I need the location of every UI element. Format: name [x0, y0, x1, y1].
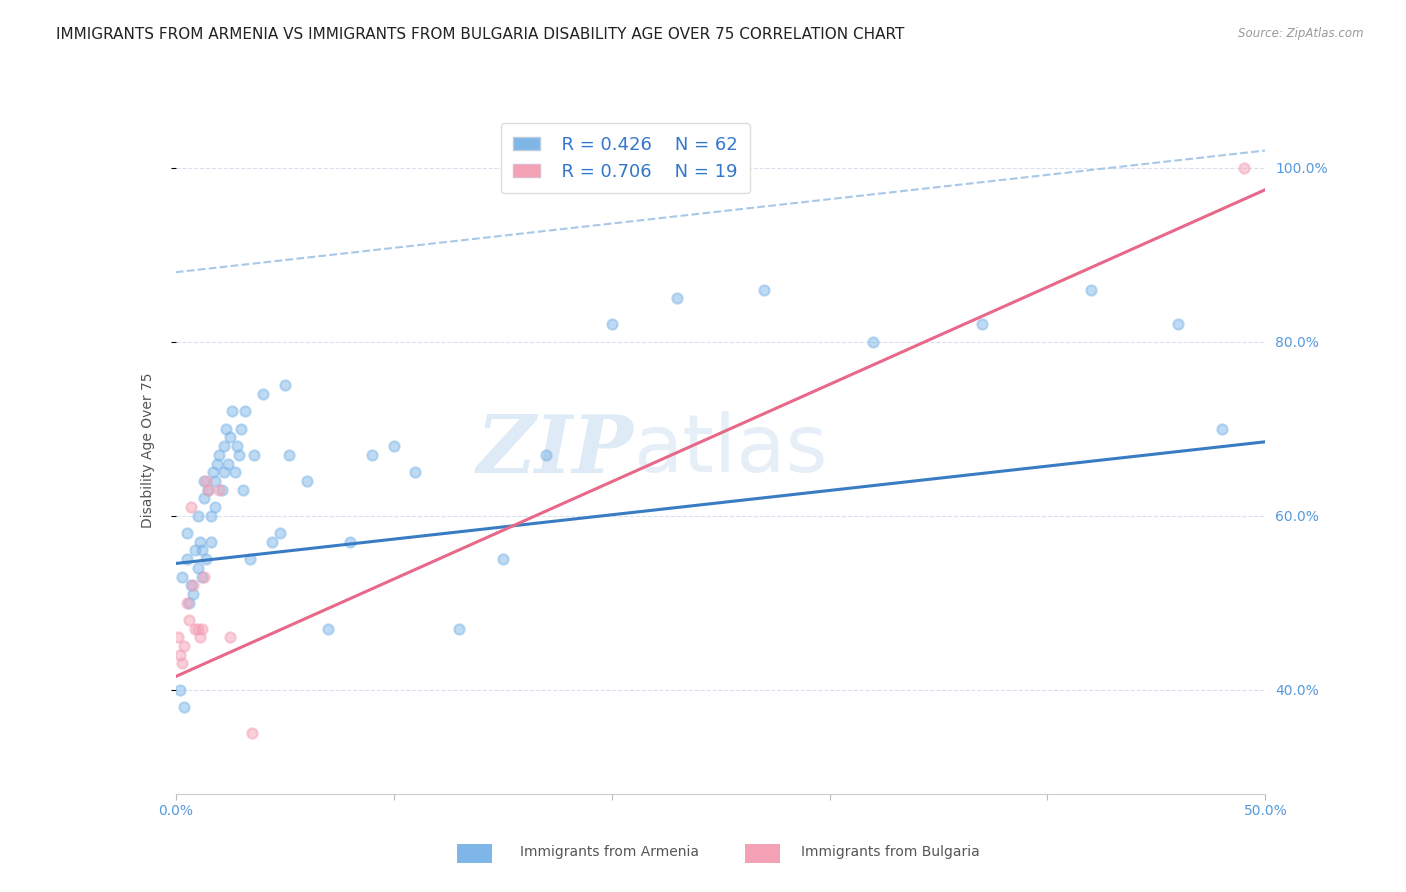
Point [225, 439, 247, 453]
Point [243, 448, 266, 462]
Point [212, 465, 235, 479]
Point [173, 700, 195, 714]
Point [215, 422, 238, 436]
Point [754, 283, 776, 297]
Text: atlas: atlas [633, 411, 828, 490]
Point [228, 448, 250, 462]
Point [176, 596, 198, 610]
Point [191, 569, 214, 583]
Text: IMMIGRANTS FROM ARMENIA VS IMMIGRANTS FROM BULGARIA DISABILITY AGE OVER 75 CORRE: IMMIGRANTS FROM ARMENIA VS IMMIGRANTS FR… [56, 27, 904, 42]
Point [212, 439, 235, 453]
Point [204, 500, 226, 514]
Point [260, 534, 283, 549]
Point [180, 500, 202, 514]
Point [295, 474, 318, 488]
Point [193, 474, 215, 488]
Point [186, 561, 209, 575]
Point [176, 526, 198, 541]
Point [188, 534, 211, 549]
Point [600, 318, 623, 332]
Point [221, 404, 243, 418]
Point [235, 404, 257, 418]
Point [177, 613, 200, 627]
Point [177, 596, 200, 610]
Point [195, 474, 218, 488]
Point [339, 534, 361, 549]
Point [169, 648, 191, 662]
Point [204, 474, 226, 488]
Point [197, 483, 219, 497]
Legend:   R = 0.426    N = 62,   R = 0.706    N = 19: R = 0.426 N = 62, R = 0.706 N = 19 [501, 123, 749, 194]
Point [186, 622, 209, 636]
Point [1167, 318, 1189, 332]
Point [862, 334, 884, 349]
Point [269, 526, 291, 541]
Point [180, 578, 202, 592]
Point [208, 483, 231, 497]
Point [191, 543, 214, 558]
Point [205, 457, 228, 471]
Point [211, 483, 233, 497]
Point [232, 483, 254, 497]
Point [219, 631, 242, 645]
Point [534, 448, 557, 462]
Point [208, 448, 231, 462]
Point [172, 569, 194, 583]
Point [172, 657, 194, 671]
Point [186, 508, 209, 523]
Point [191, 622, 214, 636]
Point [382, 439, 405, 453]
Point [217, 457, 239, 471]
Point [200, 508, 222, 523]
Point [224, 465, 246, 479]
Point [200, 534, 222, 549]
Point [193, 569, 215, 583]
Point [169, 682, 191, 697]
Point [405, 465, 427, 479]
Text: Immigrants from Bulgaria: Immigrants from Bulgaria [801, 845, 980, 859]
Point [360, 448, 382, 462]
Text: Source: ZipAtlas.com: Source: ZipAtlas.com [1239, 27, 1364, 40]
Point [167, 631, 190, 645]
Point [447, 622, 470, 636]
Point [231, 422, 253, 436]
Point [274, 378, 297, 392]
Point [173, 639, 195, 653]
Point [219, 430, 242, 444]
Point [201, 465, 224, 479]
Point [181, 587, 204, 601]
Point [318, 622, 340, 636]
Point [197, 483, 219, 497]
Point [181, 578, 204, 592]
Point [184, 622, 207, 636]
Point [252, 387, 274, 401]
Point [492, 552, 515, 566]
Point [1080, 283, 1102, 297]
Point [240, 726, 263, 740]
Point [184, 543, 207, 558]
Point [239, 552, 262, 566]
Point [188, 631, 211, 645]
Text: Immigrants from Armenia: Immigrants from Armenia [520, 845, 699, 859]
Point [970, 318, 993, 332]
Point [1211, 422, 1233, 436]
Point [195, 552, 218, 566]
Point [278, 448, 301, 462]
Text: ZIP: ZIP [477, 412, 633, 489]
Point [193, 491, 215, 506]
Y-axis label: Disability Age Over 75: Disability Age Over 75 [141, 373, 155, 528]
Point [1232, 161, 1256, 175]
Point [176, 552, 198, 566]
Point [666, 291, 689, 305]
